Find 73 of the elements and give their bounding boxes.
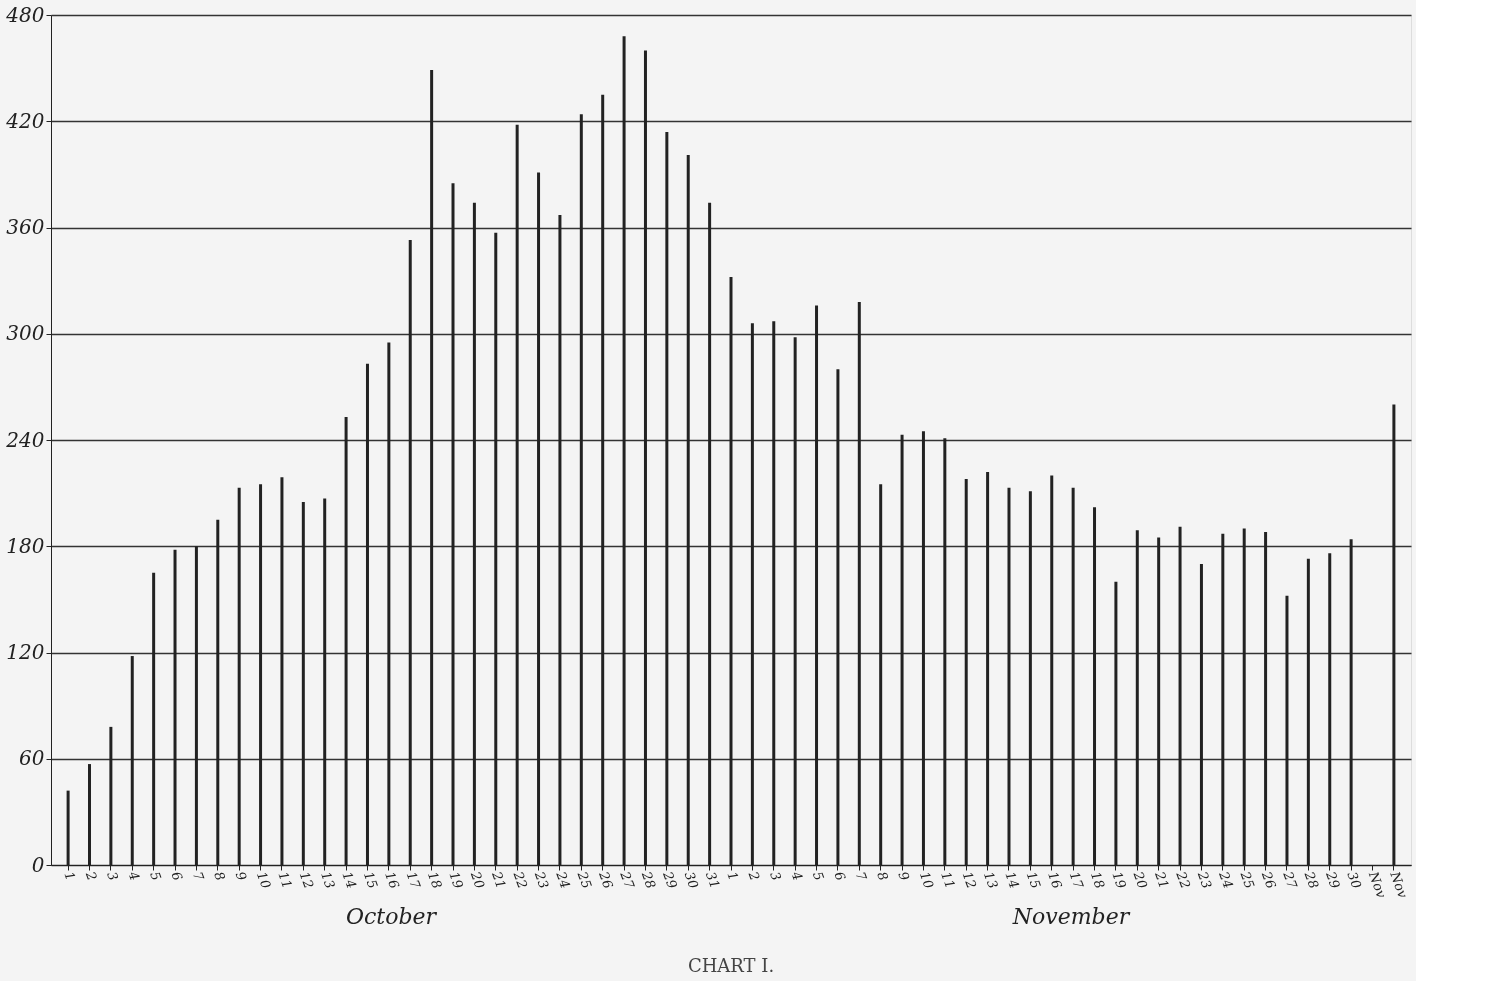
text: November bbox=[1011, 904, 1131, 929]
x-tick-label: 24 bbox=[553, 868, 574, 891]
x-tick-label: 22 bbox=[1173, 868, 1194, 891]
x-tick-label: 10 bbox=[253, 869, 274, 891]
x-tick-label: 10 bbox=[916, 869, 937, 891]
x-tick-label: 21 bbox=[1151, 868, 1172, 891]
x-tick-label: 6 bbox=[168, 869, 186, 883]
x-tick-label: 27 bbox=[1280, 868, 1301, 892]
x-tick-label: 28 bbox=[1301, 868, 1322, 891]
x-tick-label: 28 bbox=[638, 868, 659, 891]
x-tick-label: 7 bbox=[852, 869, 870, 884]
x-tick-label: 18 bbox=[1087, 869, 1108, 891]
y-tick-label: 300 bbox=[6, 321, 45, 346]
x-tick-label: 29 bbox=[1322, 868, 1343, 891]
x-tick-label: 23 bbox=[531, 868, 552, 891]
text: CHART I. bbox=[687, 955, 775, 976]
x-tick-label: 9 bbox=[232, 869, 250, 883]
y-tick-label: 420 bbox=[5, 108, 45, 133]
y-tick-label: 60 bbox=[19, 746, 45, 771]
x-tick-label: 13 bbox=[981, 869, 1001, 891]
x-tick-label: 9 bbox=[895, 869, 913, 883]
x-tick-label: 7 bbox=[189, 869, 207, 884]
x-tick-label: 16 bbox=[1045, 869, 1065, 891]
x-tick-label: 4 bbox=[788, 868, 806, 883]
x-tick-label: 12 bbox=[296, 869, 317, 891]
x-tick-label: 26 bbox=[1258, 868, 1279, 891]
x-tick-label: 31 bbox=[703, 869, 723, 891]
x-tick-label: 2 bbox=[82, 868, 100, 883]
x-tick-label: 8 bbox=[211, 869, 229, 883]
x-tick-label: 14 bbox=[339, 869, 360, 891]
x-tick-label: 17 bbox=[1066, 869, 1087, 892]
x-tick-label: 11 bbox=[938, 869, 959, 891]
x-tick-label: 18 bbox=[425, 869, 445, 891]
x-tick-label: 5 bbox=[809, 869, 827, 883]
text: October bbox=[345, 904, 438, 929]
x-tick-label: 24 bbox=[1215, 868, 1236, 891]
x-tick-label: 19 bbox=[446, 869, 467, 891]
x-tick-label: 11 bbox=[275, 869, 296, 891]
y-tick-label: 0 bbox=[31, 852, 45, 877]
y-tick-label: 480 bbox=[5, 2, 45, 27]
x-tick-label: 22 bbox=[510, 868, 531, 891]
x-tick-label: 20 bbox=[1130, 868, 1151, 891]
x-tick-label: 3 bbox=[104, 869, 122, 883]
x-tick-label: 3 bbox=[767, 869, 785, 883]
x-tick-label: 15 bbox=[1023, 869, 1044, 891]
x-tick-label: 25 bbox=[1237, 868, 1258, 891]
x-tick-label: 8 bbox=[874, 869, 892, 883]
x-tick-label: 1 bbox=[724, 869, 742, 883]
y-tick-label: 120 bbox=[6, 640, 45, 664]
x-tick-label: 1 bbox=[61, 869, 79, 883]
x-tick-label: 6 bbox=[831, 869, 849, 883]
x-tick-label: 15 bbox=[360, 869, 381, 891]
x-tick-label: 5 bbox=[147, 869, 164, 883]
x-tick-label: 23 bbox=[1194, 868, 1215, 891]
x-tick-label: 19 bbox=[1109, 869, 1130, 891]
y-tick-label: 180 bbox=[6, 533, 45, 558]
x-tick-label: 30 bbox=[681, 869, 702, 891]
x-tick-label: 2 bbox=[745, 868, 763, 883]
y-tick-label: 360 bbox=[6, 215, 45, 239]
y-tick-label: 240 bbox=[5, 427, 45, 452]
x-tick-label: 27 bbox=[617, 868, 638, 892]
x-tick-label: 4 bbox=[125, 868, 143, 883]
x-tick-label: 21 bbox=[488, 868, 509, 891]
x-tick-label: 29 bbox=[659, 868, 681, 891]
x-tick-label: 26 bbox=[595, 868, 616, 891]
x-tick-label: 14 bbox=[1002, 869, 1023, 891]
x-tick-label: 30 bbox=[1344, 869, 1365, 891]
x-tick-label: 13 bbox=[318, 869, 338, 891]
x-tick-label: 17 bbox=[403, 869, 424, 892]
x-tick-label: 20 bbox=[467, 868, 488, 891]
x-tick-label: 16 bbox=[382, 869, 403, 891]
x-tick-label: 12 bbox=[959, 869, 980, 891]
x-tick-label: 25 bbox=[574, 868, 595, 891]
